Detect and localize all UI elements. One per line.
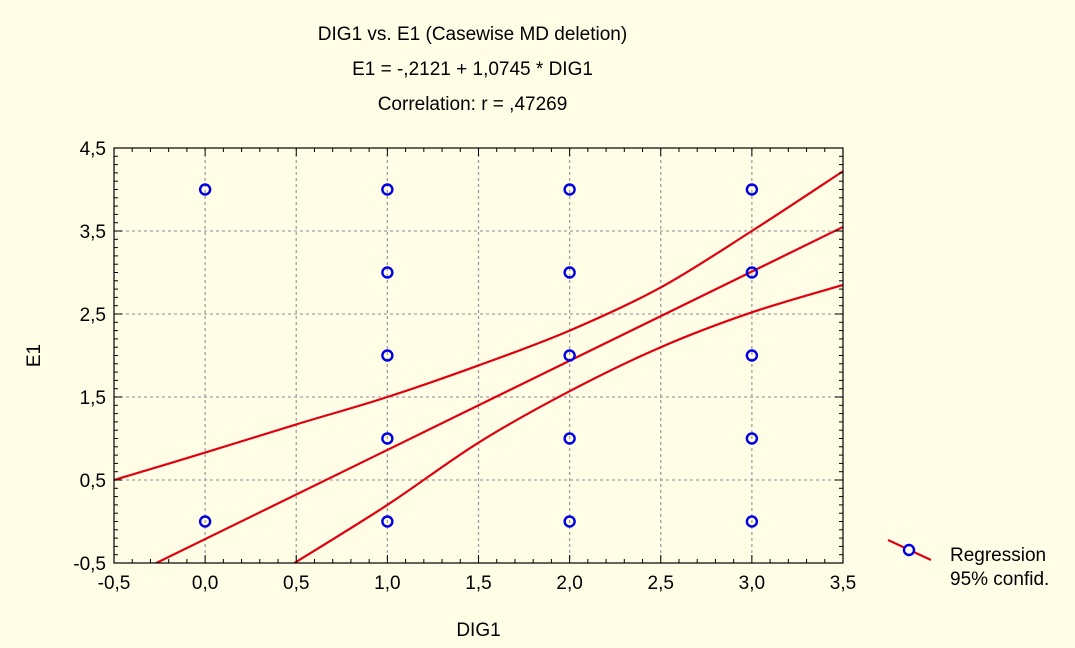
legend: Regression 95% confid.	[887, 539, 1049, 590]
x-tick-label: 1,5	[465, 573, 491, 594]
data-point	[381, 266, 394, 279]
y-tick-label: 3,5	[80, 222, 106, 243]
data-point	[745, 515, 759, 528]
data-point	[563, 266, 576, 279]
y-tick-label: 0,5	[80, 471, 106, 492]
data-point	[745, 349, 759, 362]
y-tick-label: 4,5	[80, 139, 106, 160]
regression-line	[153, 225, 843, 563]
legend-label-confidence: 95% confid.	[950, 569, 1049, 590]
data-point	[745, 432, 759, 445]
chart-title: DIG1 vs. E1 (Casewise MD deletion)	[317, 24, 628, 45]
y-axis-label: E1	[24, 344, 45, 367]
x-tick-label: 0,5	[283, 573, 309, 594]
x-axis-label: DIG1	[456, 620, 500, 641]
correlation-text: Correlation: r = ,47269	[377, 94, 568, 115]
data-point	[381, 515, 394, 528]
x-tick-label: 0,0	[192, 573, 218, 594]
data-point	[381, 349, 394, 362]
data-point	[745, 183, 759, 196]
data-point	[563, 183, 576, 196]
tick-labels: -0,5 0,0 0,5 1,0 1,5 2,0 2,5 3,0 3,5 -0,5 0,5 1,5 2,…	[73, 139, 856, 594]
data-point	[563, 515, 576, 528]
x-tick-label: -0,5	[98, 573, 131, 594]
data-point	[198, 183, 212, 196]
data-point	[563, 349, 576, 362]
data-point	[745, 266, 759, 279]
legend-marker-symbol	[902, 543, 916, 557]
data-points	[198, 183, 759, 528]
y-tick-label: -0,5	[73, 554, 106, 575]
data-point	[381, 183, 394, 196]
y-tick-label: 1,5	[80, 388, 106, 409]
grid	[114, 148, 843, 563]
axis-ticks	[113, 147, 844, 564]
regression-lines	[114, 170, 843, 563]
confidence-lower-line	[293, 283, 843, 563]
x-tick-label: 3,0	[739, 573, 765, 594]
x-tick-label: 2,0	[556, 573, 582, 594]
regression-equation: E1 = -,2121 + 1,0745 * DIG1	[352, 59, 593, 80]
data-point	[381, 432, 394, 445]
x-tick-label: 2,5	[648, 573, 674, 594]
x-tick-label: 3,5	[830, 573, 856, 594]
data-point	[563, 432, 576, 445]
confidence-upper-line	[114, 170, 843, 482]
y-tick-label: 2,5	[80, 305, 106, 326]
legend-label-regression: Regression	[950, 545, 1046, 566]
x-tick-label: 1,0	[374, 573, 400, 594]
data-point	[198, 515, 212, 528]
